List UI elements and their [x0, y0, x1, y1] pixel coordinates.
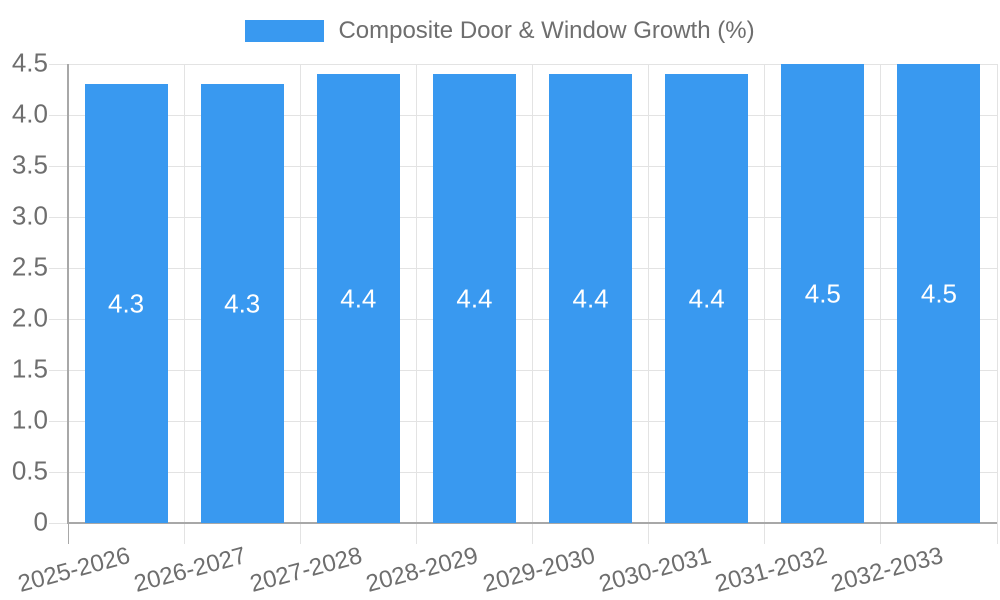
y-tick-label: 4.5	[11, 47, 48, 78]
y-tick-mark	[49, 420, 68, 422]
bar-value-label: 4.4	[456, 283, 493, 314]
bar-value-label: 4.5	[804, 278, 841, 308]
y-tick-mark	[49, 216, 68, 218]
x-tick-mark	[67, 523, 69, 544]
x-gridline	[764, 64, 766, 523]
bar[interactable]	[200, 84, 284, 523]
legend-swatch-icon	[245, 20, 325, 42]
plot-area: 4.3 4.3 4.4 4.4 4.4 4.4 4.5 4.5	[49, 63, 998, 544]
y-tick-mark	[49, 522, 68, 524]
bar-value-label: 4.4	[340, 283, 377, 314]
x-tick-mark	[880, 523, 882, 544]
x-gridline	[880, 64, 882, 523]
y-tick-label: 2.5	[11, 251, 48, 282]
x-tick-label: 2026-2027	[131, 542, 250, 598]
y-tick-label: 3.0	[11, 200, 48, 231]
y-tick-mark	[49, 318, 68, 320]
x-gridline	[996, 64, 998, 523]
x-gridline	[299, 64, 301, 523]
x-tick-label: 2025-2026	[15, 542, 134, 598]
x-tick-label: 2027-2028	[247, 542, 366, 598]
x-tick-mark	[648, 523, 650, 544]
x-tick-mark	[764, 523, 766, 544]
x-tick-mark	[299, 523, 301, 544]
bar[interactable]	[665, 74, 749, 523]
x-tick-mark	[996, 523, 998, 544]
y-axis-line	[67, 64, 69, 523]
legend-label: Composite Door & Window Growth (%)	[338, 17, 755, 44]
bar[interactable]	[432, 74, 516, 523]
x-gridline	[183, 64, 185, 523]
y-tick-mark	[49, 369, 68, 371]
y-tick-label: 1.5	[11, 353, 48, 384]
bar-value-label: 4.5	[920, 278, 958, 308]
x-tick-label: 2029-2030	[479, 542, 598, 598]
x-tick-mark	[415, 523, 417, 544]
x-tick-label: 2028-2029	[363, 542, 482, 598]
bar-value-label: 4.4	[688, 283, 725, 314]
bar[interactable]	[84, 84, 168, 523]
bar-value-label: 4.4	[572, 283, 609, 314]
x-gridline	[415, 64, 417, 523]
bar[interactable]	[781, 64, 865, 523]
y-tick-label: 0.5	[11, 455, 48, 486]
bar-value-label: 4.3	[107, 288, 145, 319]
x-axis-line	[67, 522, 997, 524]
x-gridline	[532, 64, 533, 523]
y-tick-label: 0	[33, 506, 48, 537]
bar-value-label: 4.3	[224, 288, 261, 319]
y-tick-mark	[49, 114, 68, 116]
x-tick-mark	[532, 523, 533, 544]
legend[interactable]: Composite Door & Window Growth (%)	[0, 17, 1000, 44]
bar[interactable]	[897, 64, 981, 523]
x-tick-label: 2032-2033	[828, 542, 946, 598]
bar[interactable]	[549, 74, 633, 523]
y-tick-label: 3.5	[11, 149, 48, 180]
y-tick-mark	[49, 165, 68, 167]
y-tick-mark	[49, 471, 68, 473]
y-tick-label: 1.0	[11, 404, 48, 435]
x-tick-label: 2031-2032	[711, 542, 830, 598]
y-tick-label: 2.0	[11, 302, 48, 333]
y-axis-labels: 0 0.5 1.0 1.5 2.0 2.5 3.0 3.5 4.0 4.5	[0, 47, 48, 536]
x-tick-label: 2030-2031	[595, 542, 714, 598]
bar[interactable]	[316, 74, 400, 523]
x-gridline	[648, 64, 650, 523]
y-tick-label: 4.0	[11, 98, 48, 129]
y-tick-mark	[49, 63, 68, 65]
y-tick-mark	[49, 267, 68, 269]
x-tick-mark	[183, 523, 185, 544]
